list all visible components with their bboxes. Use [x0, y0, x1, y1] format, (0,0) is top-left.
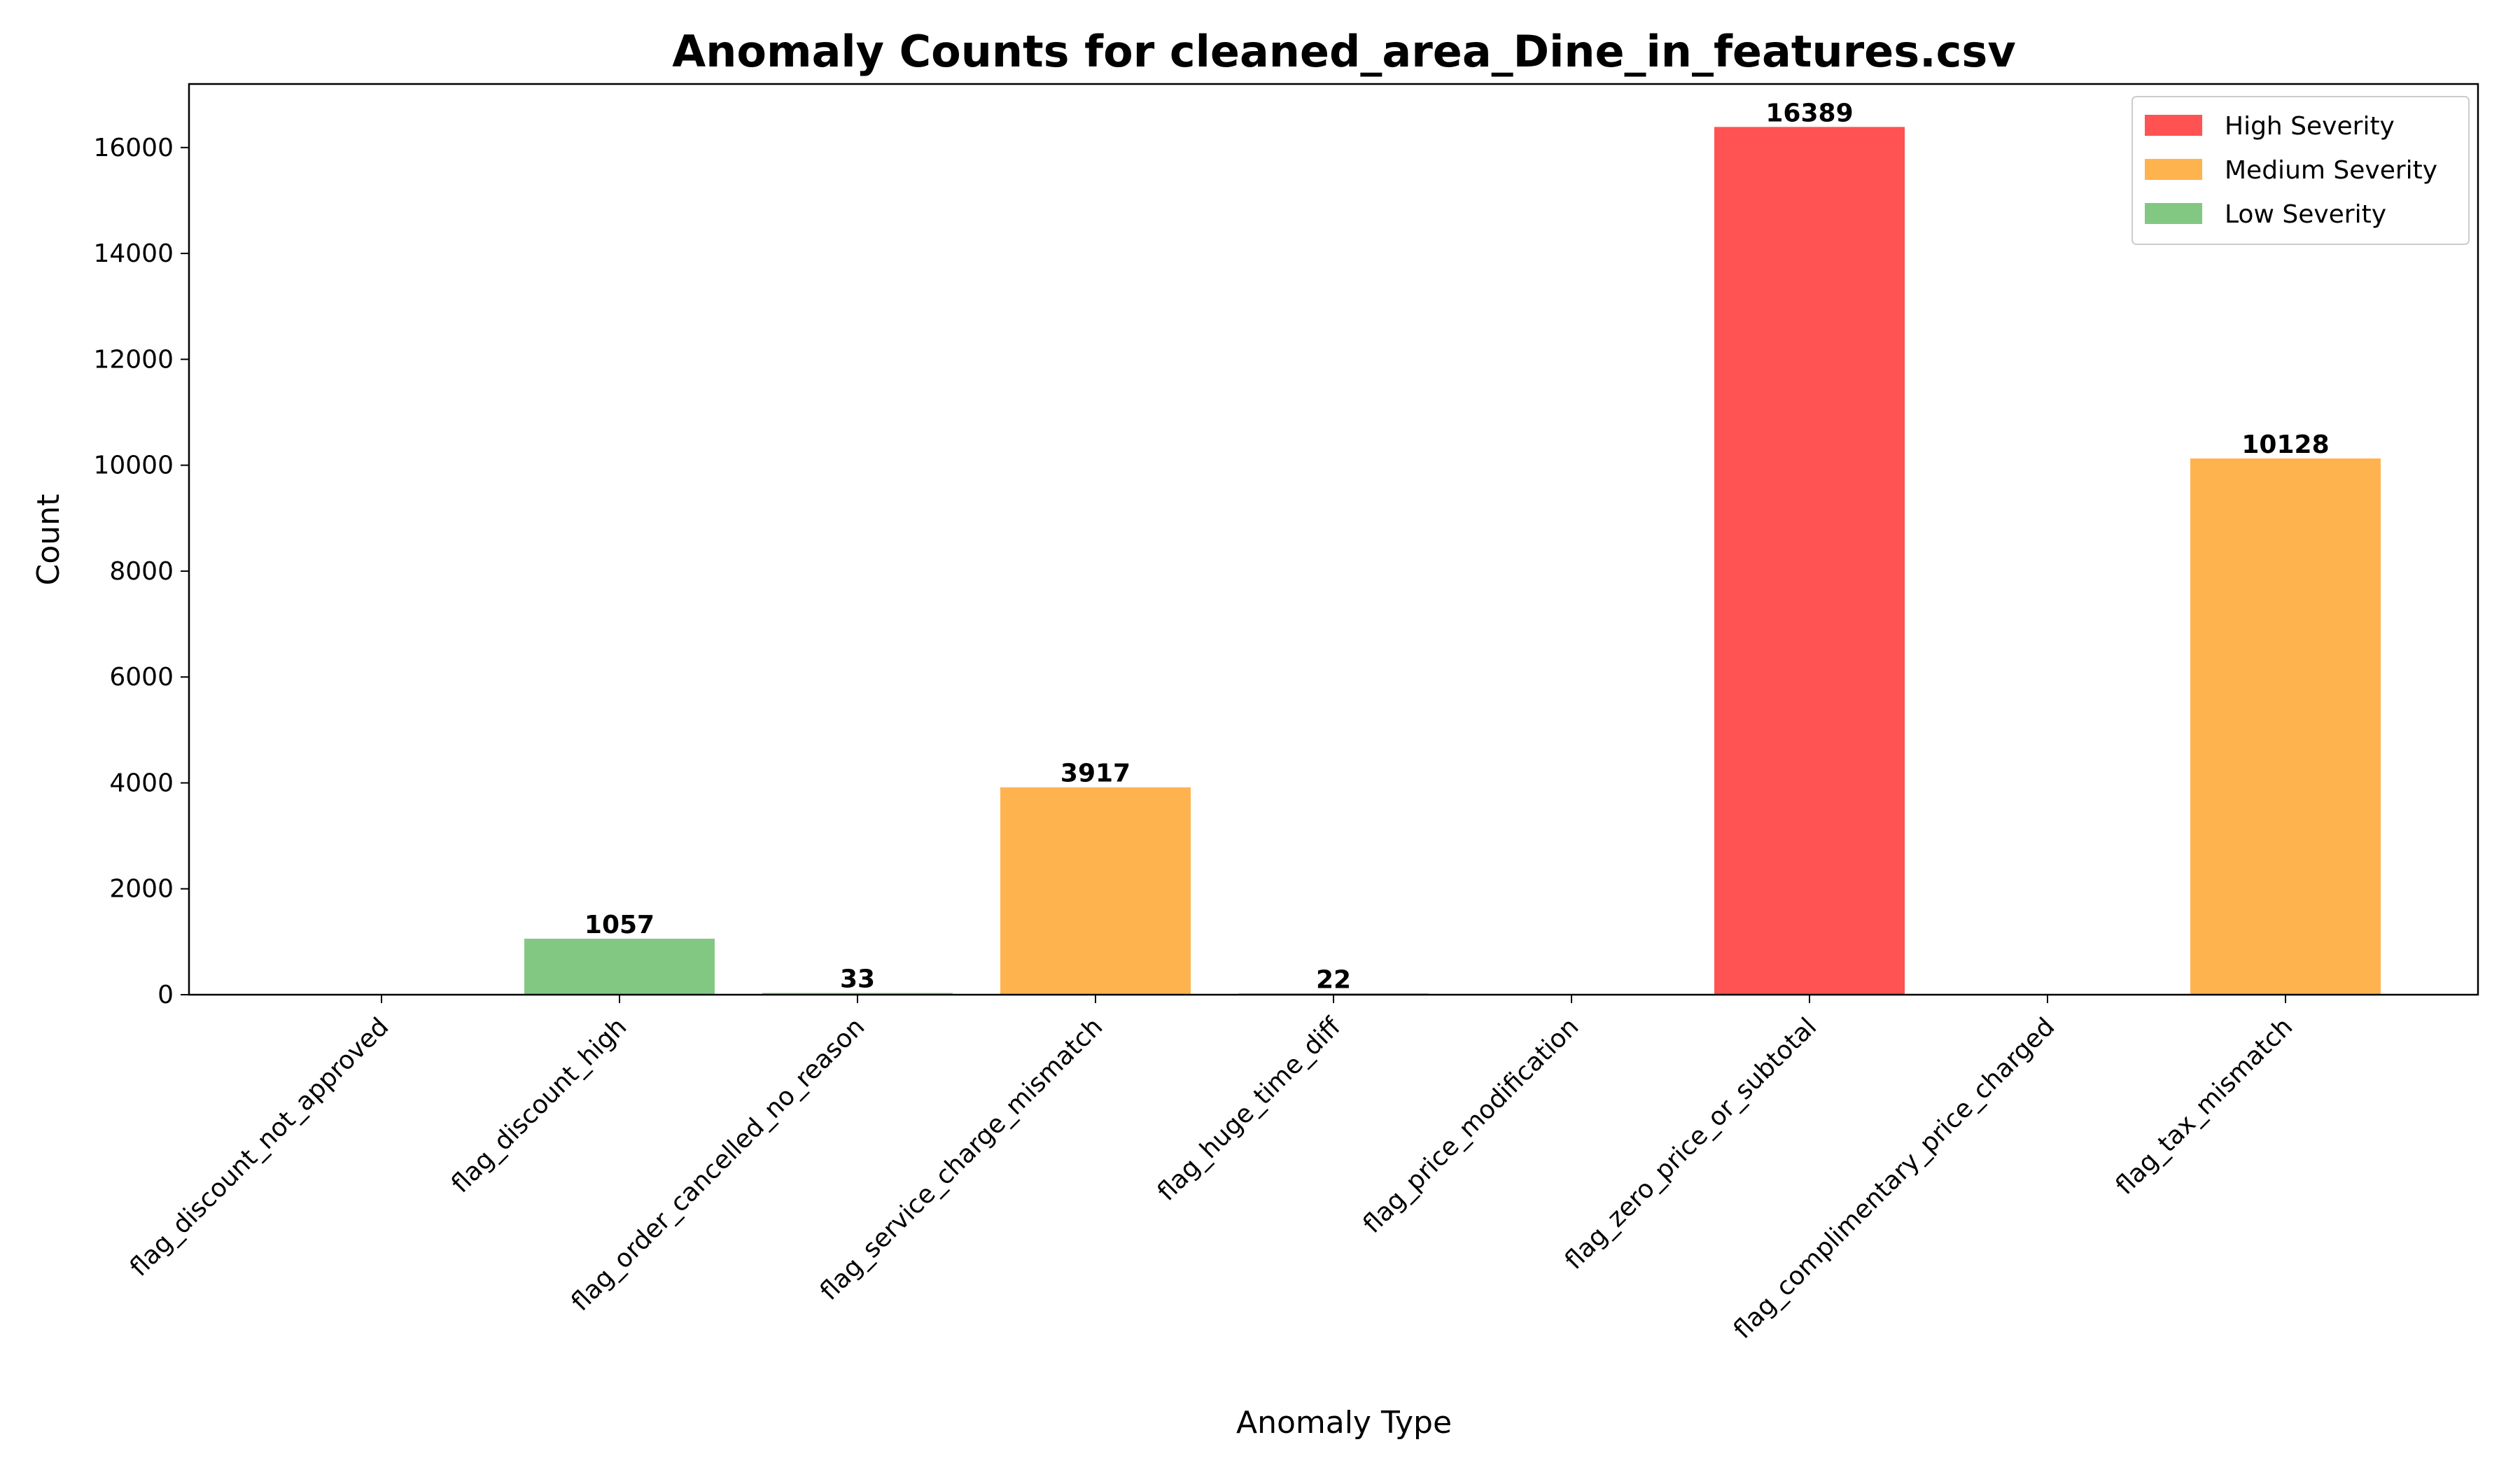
x-axis-title: Anomaly Type: [1236, 1405, 1452, 1441]
y-tick-label: 16000: [93, 134, 174, 162]
y-axis-title: Count: [31, 494, 66, 586]
legend-label-low: Low Severity: [2225, 200, 2386, 229]
legend-label-high: High Severity: [2225, 112, 2395, 141]
y-tick-label: 10000: [93, 451, 174, 480]
bars-group: [524, 127, 2381, 995]
bar-flag_discount_high: [524, 939, 715, 995]
legend-box: [2132, 96, 2470, 245]
y-tick-label: 12000: [93, 345, 174, 374]
data-label-flag_service_charge_mismatch: 3917: [1060, 760, 1130, 788]
data-label-flag_huge_time_diff: 22: [1316, 965, 1351, 994]
y-tick-label: 2000: [109, 875, 174, 904]
x-tick-label: flag_order_cancelled_no_reason: [566, 1012, 871, 1317]
x-tick-label: flag_service_charge_mismatch: [815, 1012, 1108, 1306]
y-tick-label: 4000: [109, 769, 174, 797]
y-tick-label: 6000: [109, 663, 174, 692]
bar-flag_zero_price_or_subtotal: [1714, 127, 1905, 995]
x-tick-label: flag_huge_time_diff: [1152, 1012, 1347, 1207]
y-axis: 0 2000 4000 6000 8000 10000 12000 14000 16000: [93, 134, 189, 1009]
legend: High Severity Medium Severity Low Severity: [2132, 96, 2470, 245]
data-label-flag_order_cancelled_no_reason: 33: [840, 965, 875, 994]
chart-title: Anomaly Counts for cleaned_area_Dine_in_…: [672, 26, 2016, 77]
legend-swatch-high: [2145, 115, 2202, 136]
x-axis: flag_discount_not_approved flag_discount_…: [125, 995, 2298, 1345]
data-label-flag_zero_price_or_subtotal: 16389: [1765, 99, 1853, 127]
x-tick-label: flag_tax_mismatch: [2110, 1012, 2299, 1200]
y-tick-label: 0: [158, 981, 174, 1009]
y-tick-label: 8000: [109, 557, 174, 586]
legend-swatch-low: [2145, 203, 2202, 224]
data-label-flag_tax_mismatch: 10128: [2241, 430, 2329, 459]
y-tick-label: 14000: [93, 239, 174, 268]
bar-flag_service_charge_mismatch: [1000, 787, 1191, 995]
data-labels-group: 1057 33 3917 22 16389 10128: [584, 99, 2330, 994]
x-tick-label: flag_discount_not_approved: [125, 1012, 394, 1282]
data-label-flag_discount_high: 1057: [584, 911, 654, 939]
x-tick-label: flag_zero_price_or_subtotal: [1560, 1012, 1822, 1275]
x-tick-label: flag_price_modification: [1358, 1012, 1585, 1239]
legend-label-medium: Medium Severity: [2225, 156, 2437, 185]
legend-swatch-medium: [2145, 159, 2202, 180]
x-tick-label: flag_discount_high: [446, 1012, 632, 1198]
bar-flag_tax_mismatch: [2190, 458, 2381, 995]
